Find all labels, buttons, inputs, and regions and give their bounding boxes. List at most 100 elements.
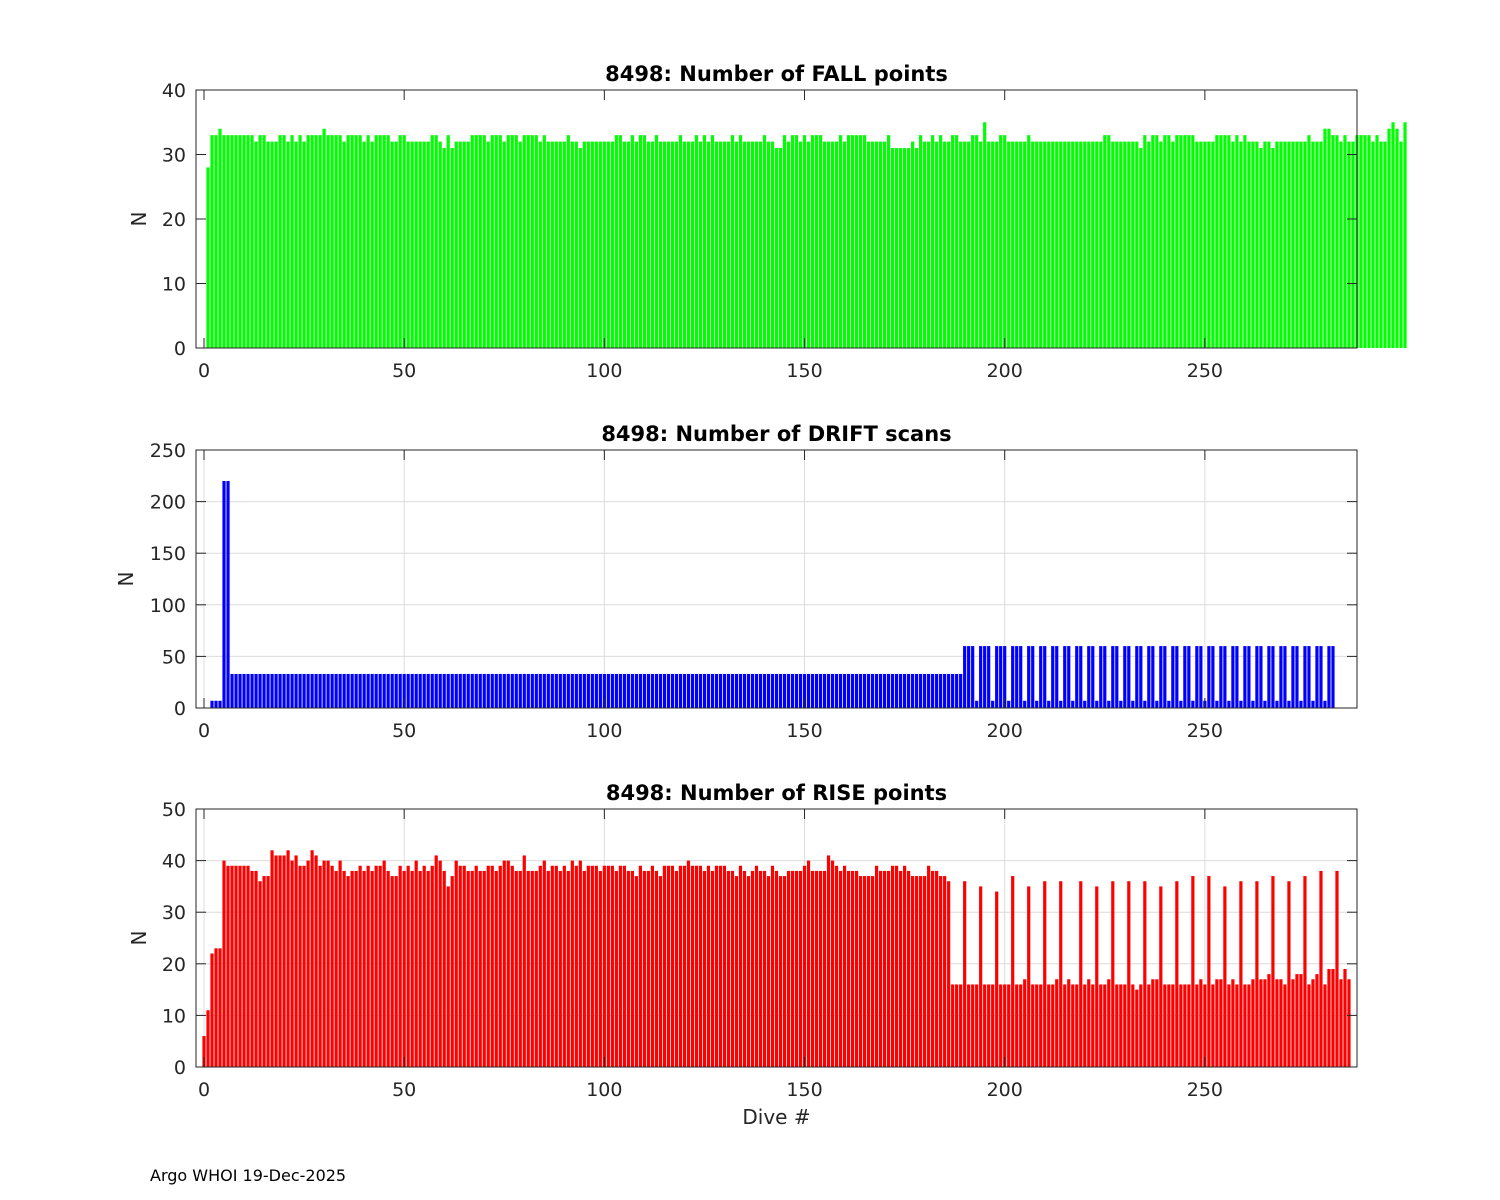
bar [498, 865, 502, 1067]
bar [1211, 141, 1215, 348]
bar [430, 135, 434, 348]
bar [1283, 141, 1287, 348]
bar [270, 850, 274, 1067]
bar [1331, 135, 1335, 348]
bar [662, 673, 666, 708]
bar [722, 141, 727, 348]
bar [818, 135, 823, 348]
bar [1199, 141, 1203, 348]
bar [714, 141, 719, 348]
bar [262, 135, 266, 348]
bar [927, 865, 931, 1067]
bar [1099, 984, 1103, 1067]
bar [1135, 989, 1139, 1067]
bar [318, 673, 322, 708]
bar [947, 881, 951, 1067]
bar [250, 135, 254, 348]
bar [598, 870, 602, 1067]
y-tick-label: 40 [162, 851, 186, 873]
bar [887, 135, 891, 348]
bar [1015, 984, 1019, 1067]
bar [778, 876, 783, 1067]
bar [995, 141, 999, 348]
bar [766, 141, 771, 348]
bar [999, 646, 1003, 708]
bar [594, 865, 598, 1067]
bar [438, 673, 442, 708]
bar [622, 865, 626, 1067]
bar [1347, 141, 1351, 348]
bar [722, 673, 727, 708]
bar [702, 870, 707, 1067]
bar [554, 141, 558, 348]
bar [1047, 700, 1051, 708]
bar [394, 141, 398, 348]
bar [1335, 135, 1339, 348]
bar [614, 135, 618, 348]
chart-title: 8498: Number of FALL points [605, 62, 948, 86]
bar [842, 865, 847, 1067]
bar [366, 673, 370, 708]
bar [1139, 148, 1143, 348]
bar [1051, 141, 1055, 348]
bar [822, 141, 827, 348]
bar [450, 673, 454, 708]
bar [971, 135, 975, 348]
bar [566, 673, 570, 708]
bar [987, 646, 991, 708]
bar [1083, 141, 1087, 348]
bar [1147, 646, 1151, 708]
bar [846, 870, 851, 1067]
bar [238, 673, 242, 708]
bar [882, 870, 887, 1067]
bar [346, 135, 350, 348]
bar [895, 148, 899, 348]
bar [410, 141, 414, 348]
bar [891, 673, 895, 708]
bar [1107, 135, 1111, 348]
bar [1319, 141, 1323, 348]
bar [899, 870, 903, 1067]
bar [358, 673, 362, 708]
bar [482, 135, 486, 348]
bar [1011, 141, 1015, 348]
bar [214, 948, 218, 1067]
bar [806, 673, 811, 708]
bar [690, 141, 695, 348]
bar [782, 876, 787, 1067]
bar [406, 865, 410, 1067]
bar [927, 673, 931, 708]
bar [1027, 646, 1031, 708]
bar [230, 673, 234, 708]
bar [1391, 122, 1395, 348]
bar [874, 865, 879, 1067]
bar [1003, 135, 1007, 348]
bar [270, 673, 274, 708]
bar [1151, 646, 1155, 708]
bar [1103, 646, 1107, 708]
x-tick-label: 50 [392, 360, 416, 382]
bar [358, 865, 362, 1067]
bar [442, 148, 446, 348]
bar [322, 860, 326, 1067]
bar [246, 865, 250, 1067]
bar [322, 673, 326, 708]
bar [738, 135, 743, 348]
bar [338, 673, 342, 708]
bar [426, 870, 430, 1067]
bar [858, 876, 863, 1067]
bar [530, 135, 534, 348]
bar [1071, 141, 1075, 348]
bar [858, 673, 863, 708]
bar [1307, 984, 1311, 1067]
bar [1179, 700, 1183, 708]
bar [386, 135, 390, 348]
bar [378, 135, 382, 348]
bar [1195, 141, 1199, 348]
bar [822, 870, 827, 1067]
bar [750, 673, 755, 708]
bar [1339, 979, 1343, 1067]
bar [582, 870, 586, 1067]
bar [430, 865, 434, 1067]
